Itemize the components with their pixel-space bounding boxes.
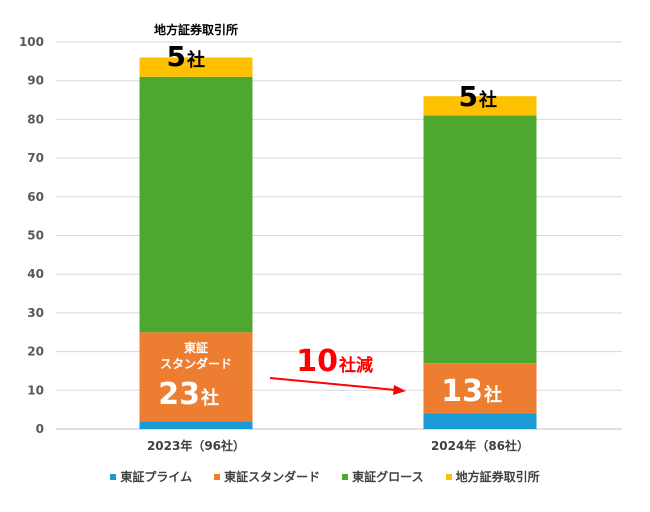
legend-swatch: [445, 473, 452, 480]
bar-segment: [423, 363, 537, 414]
y-tick-label: 10: [27, 383, 44, 397]
legend-item: 東証グロース: [342, 468, 424, 485]
legend: 東証プライム 東証スタンダード 東証グロース 地方証券取引所: [0, 468, 650, 485]
legend-label: 東証グロース: [352, 470, 424, 484]
annotation-2024-regional-unit: 社: [479, 89, 497, 111]
y-tick-label: 100: [19, 35, 44, 49]
y-axis: 0 10 20 30 40 50 60 70 80 90 100: [19, 35, 44, 436]
y-tick-label: 40: [27, 267, 44, 281]
y-tick-label: 50: [27, 229, 44, 243]
annotation-2023-regional-unit: 社: [187, 49, 205, 71]
legend-item: 地方証券取引所: [445, 468, 540, 485]
bar-segment: [139, 332, 253, 422]
annotation-2023-regional-title: 地方証券取引所: [154, 22, 238, 37]
legend-swatch: [214, 473, 221, 480]
y-tick-label: 0: [36, 422, 44, 436]
x-category-label: 2023年（96社）: [147, 438, 245, 453]
annotation-2023-standard-unit: 社: [201, 387, 219, 409]
y-tick-label: 60: [27, 190, 44, 204]
decrease-arrowhead: [393, 385, 406, 395]
legend-swatch: [110, 473, 117, 480]
y-tick-label: 80: [27, 112, 44, 126]
legend-label: 東証プライム: [120, 470, 193, 484]
annotation-2023-standard-count: 23: [158, 377, 200, 412]
x-axis: 2023年（96社） 2024年（86社）: [147, 438, 529, 453]
legend-item: 東証スタンダード: [214, 468, 320, 485]
legend-label: 地方証券取引所: [455, 470, 540, 484]
decrease-unit: 社減: [338, 355, 373, 376]
decrease-number: 10: [296, 344, 338, 379]
bar-segment: [139, 76, 253, 333]
bar-segment: [139, 421, 253, 429]
annotation-2024-standard-unit: 社: [484, 384, 502, 406]
y-tick-label: 20: [27, 345, 44, 359]
y-tick-label: 30: [27, 306, 44, 320]
bar-segment: [423, 115, 537, 364]
annotation-2023-standard-title-1: 東証: [184, 340, 208, 355]
annotation-2023-standard-title-2: スタンダード: [160, 356, 232, 371]
decrease-arrow: [269, 377, 397, 391]
annotation-2023-regional-count: 5: [167, 40, 186, 73]
annotation-2024-standard-count: 13: [441, 374, 483, 409]
y-tick-label: 70: [27, 151, 44, 165]
bars: [139, 57, 537, 429]
y-tick-label: 90: [27, 74, 44, 88]
annotation-2024-regional-count: 5: [459, 80, 478, 113]
legend-item: 東証プライム: [110, 468, 192, 485]
bar-segment: [139, 57, 253, 77]
legend-swatch: [342, 473, 349, 480]
stacked-bar-chart: 0 10 20 30 40 50 60 70 80 90 100 2023年（96社） 2024年（8…: [19, 22, 622, 453]
legend-label: 東証スタンダード: [224, 470, 321, 484]
bar-segment: [423, 413, 537, 429]
x-category-label: 2024年（86社）: [431, 438, 529, 453]
bar-segment: [423, 96, 537, 116]
